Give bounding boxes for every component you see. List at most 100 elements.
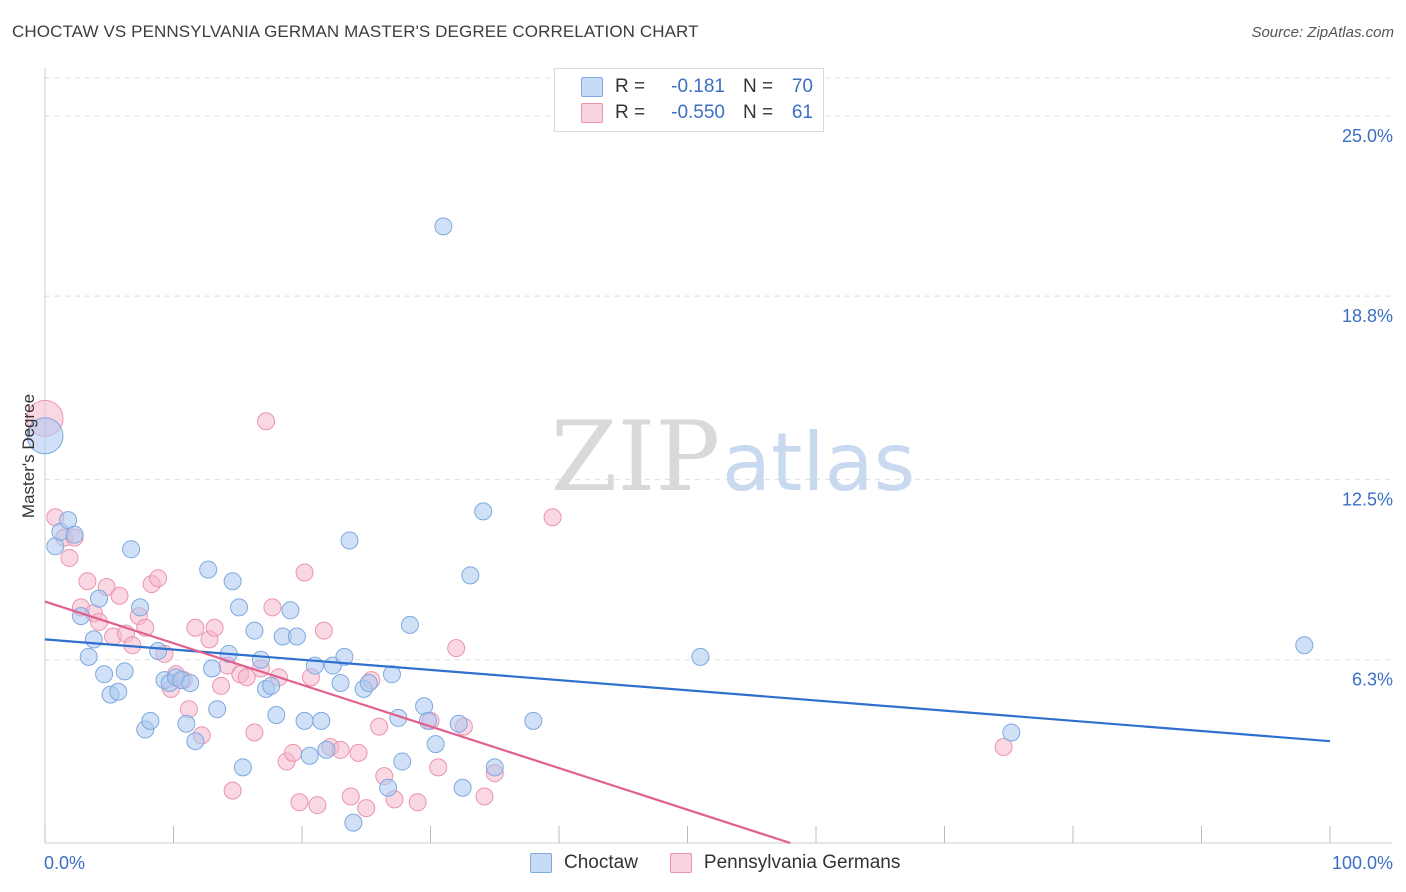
choctaw-point (131, 598, 150, 617)
choctaw-point (65, 525, 84, 544)
pennsylvania-point (263, 598, 282, 617)
choctaw-point (1002, 723, 1021, 742)
pennsylvania-point (186, 618, 205, 637)
choctaw-swatch (581, 77, 603, 97)
choctaw-point (453, 778, 472, 797)
pennsylvania-point (357, 799, 376, 818)
choctaw-point (379, 778, 398, 797)
choctaw-point (461, 566, 480, 585)
chart-title: CHOCTAW VS PENNSYLVANIA GERMAN MASTER'S … (12, 22, 699, 41)
legend-item-pennsylvania: Pennsylvania Germans (669, 852, 901, 874)
choctaw-point (524, 711, 543, 730)
y-tick-label: 12.5% (1342, 489, 1393, 509)
choctaw-point (281, 601, 300, 620)
legend-item-choctaw: Choctaw (530, 852, 638, 874)
choctaw-point (233, 758, 252, 777)
axes (44, 68, 1392, 844)
watermark-atlas: atlas (722, 416, 915, 509)
pennsylvania-point (223, 781, 242, 800)
pennsylvania-point (543, 508, 562, 527)
correlation-legend: R = -0.181 N = 70 R = -0.550 N = 61 (554, 68, 824, 132)
pennsylvania-swatch (581, 103, 603, 123)
choctaw-point (79, 647, 98, 666)
y-axis-label: Master's Degree (19, 394, 38, 518)
pennsylvania-point (295, 563, 314, 582)
choctaw-point (474, 502, 493, 521)
series-legend: Choctaw Pennsylvania Germans (530, 852, 932, 874)
choctaw-point (267, 706, 286, 725)
choctaw-point (434, 217, 453, 236)
x-tick-label: 0.0% (44, 853, 85, 873)
pennsylvania-point (447, 639, 466, 658)
pennsylvania-swatch (669, 853, 692, 873)
choctaw-point (691, 647, 710, 666)
legend-row-pennsylvania: R = -0.550 N = 61 (581, 101, 813, 125)
choctaw-point (340, 531, 359, 550)
pennsylvania-point (78, 572, 97, 591)
choctaw-point (485, 758, 504, 777)
choctaw-point (115, 662, 134, 681)
pennsylvania-point (308, 796, 327, 815)
pennsylvania-point (60, 548, 79, 567)
choctaw-point (359, 674, 378, 693)
pennsylvania-point (110, 586, 129, 605)
r-value: -0.181 (671, 76, 725, 97)
choctaw-point (89, 589, 108, 608)
choctaw-point (245, 621, 264, 640)
y-tick-label: 25.0% (1342, 126, 1393, 146)
y-tick-label: 6.3% (1352, 670, 1393, 690)
y-tick-label: 18.8% (1342, 306, 1393, 326)
r-value: -0.550 (671, 102, 725, 123)
choctaw-point (122, 540, 141, 559)
pennsylvania-trend-line (44, 600, 791, 845)
pennsylvania-point (245, 723, 264, 742)
choctaw-swatch (530, 853, 552, 873)
pennsylvania-point (349, 743, 368, 762)
legend-label-choctaw: Choctaw (564, 852, 638, 873)
pennsylvania-point (370, 717, 389, 736)
series-choctaw-points (26, 217, 1314, 832)
tick-labels: 6.3% 12.5% 18.8% 25.0% 0.0% 100.0% (44, 126, 1393, 873)
pennsylvania-point (237, 668, 256, 687)
choctaw-point (109, 682, 128, 701)
trend-lines (44, 600, 1331, 845)
choctaw-point (1295, 636, 1314, 655)
choctaw-point (141, 711, 160, 730)
choctaw-point (95, 665, 114, 684)
source-label: Source: ZipAtlas.com (1251, 24, 1394, 41)
choctaw-point (312, 711, 331, 730)
pennsylvania-point (408, 793, 427, 812)
choctaw-point (26, 417, 64, 455)
r-label: R = (615, 76, 646, 97)
legend-label-pennsylvania: Pennsylvania Germans (703, 852, 901, 873)
pennsylvania-point (290, 793, 309, 812)
choctaw-point (199, 560, 218, 579)
choctaw-point (177, 714, 196, 733)
choctaw-point (426, 735, 445, 754)
watermark-zip: ZIP (551, 401, 720, 513)
choctaw-point (344, 813, 363, 832)
r-label: R = (615, 102, 646, 123)
pennsylvania-point (205, 618, 224, 637)
choctaw-point (181, 674, 200, 693)
choctaw-point (186, 732, 205, 751)
choctaw-point (84, 630, 103, 649)
choctaw-point (149, 642, 168, 661)
x-tick-label: 100.0% (1332, 853, 1393, 873)
choctaw-point (295, 711, 314, 730)
pennsylvania-point (314, 621, 333, 640)
pennsylvania-point (257, 412, 276, 431)
choctaw-point (251, 650, 270, 669)
pennsylvania-point (212, 676, 231, 695)
choctaw-point (393, 752, 412, 771)
pennsylvania-point (149, 569, 168, 588)
n-value: 61 (791, 102, 813, 123)
choctaw-point (230, 598, 249, 617)
choctaw-point (223, 572, 242, 591)
choctaw-point (400, 615, 419, 634)
choctaw-point (203, 659, 222, 678)
legend-row-choctaw: R = -0.181 N = 70 (581, 75, 813, 99)
n-label: N = (743, 102, 774, 123)
choctaw-point (262, 676, 281, 695)
